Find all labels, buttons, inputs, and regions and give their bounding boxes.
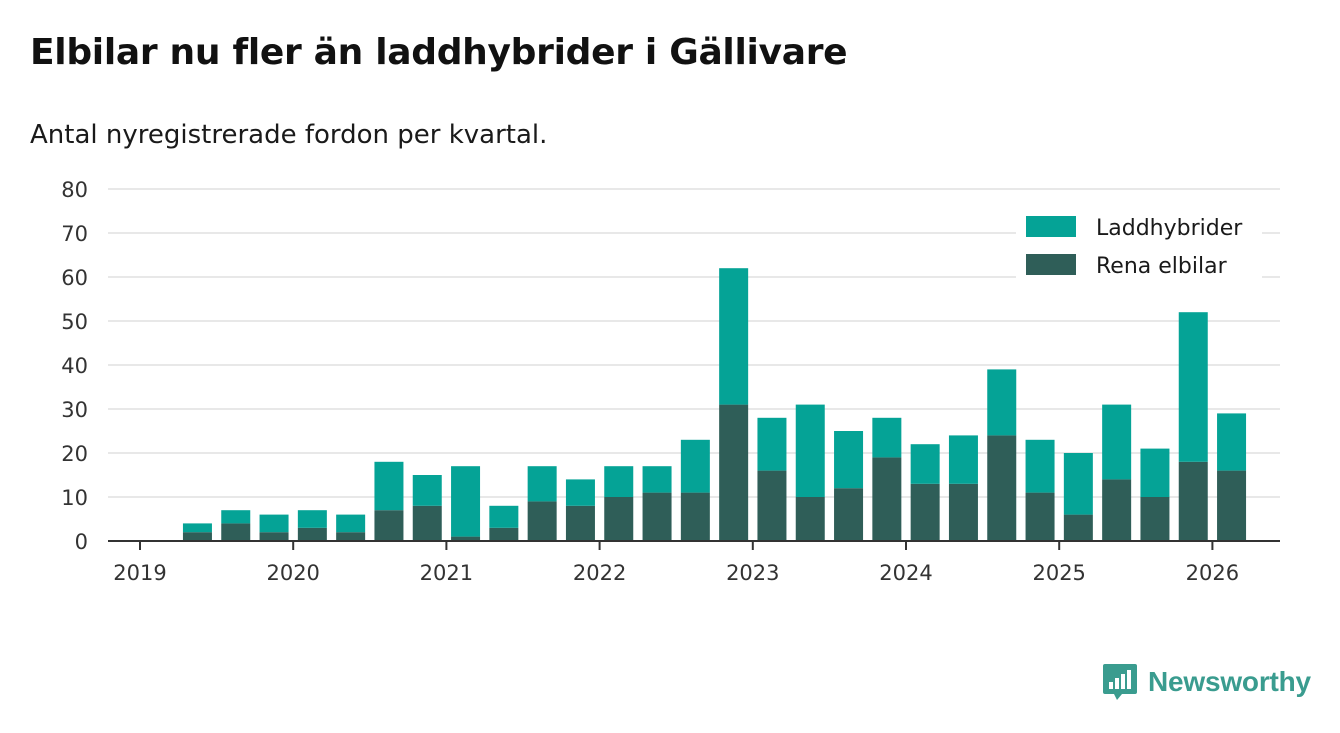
- bar-laddhybrider: [680, 439, 710, 493]
- bar-laddhybrider: [336, 514, 366, 533]
- bar-laddhybrider: [1063, 453, 1093, 515]
- legend: Laddhybrider Rena elbilar: [1016, 207, 1262, 279]
- bar-laddhybrider: [795, 404, 825, 497]
- bar-laddhybrider: [1178, 312, 1208, 462]
- bar-rena-elbilar: [451, 536, 481, 541]
- bar-rena-elbilar: [565, 505, 595, 541]
- bar-rena-elbilar: [795, 497, 825, 541]
- bar-laddhybrider: [987, 369, 1017, 436]
- chart-title: Elbilar nu fler än laddhybrider i Gälliv…: [30, 32, 848, 73]
- bar-rena-elbilar: [948, 483, 978, 541]
- legend-swatch-rena-elbilar: [1026, 254, 1076, 275]
- y-tick-label: 30: [61, 398, 88, 422]
- bar-rena-elbilar: [872, 457, 902, 541]
- bar-rena-elbilar: [604, 497, 634, 541]
- legend-label-laddhybrider: Laddhybrider: [1096, 216, 1243, 241]
- bar-laddhybrider: [221, 510, 251, 524]
- bar-rena-elbilar: [1217, 470, 1247, 541]
- y-tick-label: 20: [61, 442, 88, 466]
- x-tick-label: 2023: [726, 561, 779, 585]
- y-tick-label: 50: [61, 310, 88, 334]
- x-tick-label: 2025: [1032, 561, 1085, 585]
- bar-rena-elbilar: [642, 492, 672, 541]
- newsworthy-logo-icon: [1103, 664, 1137, 700]
- y-tick-label: 60: [61, 266, 88, 290]
- bar-rena-elbilar: [680, 492, 710, 541]
- bar-laddhybrider: [374, 461, 404, 511]
- chart-subtitle: Antal nyregistrerade fordon per kvartal.: [30, 120, 548, 150]
- bar-rena-elbilar: [297, 527, 327, 541]
- bar-laddhybrider: [182, 523, 212, 533]
- bar-rena-elbilar: [489, 527, 519, 541]
- bar-rena-elbilar: [374, 510, 404, 541]
- bars: [182, 268, 1247, 541]
- x-tick-label: 2024: [879, 561, 932, 585]
- x-tick-label: 2022: [573, 561, 626, 585]
- bar-laddhybrider: [642, 466, 672, 493]
- y-tick-label: 0: [75, 530, 88, 554]
- x-tick-label: 2019: [113, 561, 166, 585]
- bar-laddhybrider: [565, 479, 595, 506]
- bar-laddhybrider: [872, 417, 902, 458]
- bar-rena-elbilar: [259, 532, 289, 541]
- bar-laddhybrider: [834, 431, 864, 489]
- bar-laddhybrider: [948, 435, 978, 484]
- y-tick-label: 40: [61, 354, 88, 378]
- bar-laddhybrider: [757, 417, 787, 471]
- bar-laddhybrider: [1025, 439, 1055, 493]
- axes: 0 10 20 30 40 50 60 70 80 2019 2020 2021 2022 2023 202…: [61, 178, 1280, 585]
- y-tick-label: 10: [61, 486, 88, 510]
- bar-rena-elbilar: [1178, 461, 1208, 541]
- legend-swatch-laddhybrider: [1026, 216, 1076, 237]
- bar-laddhybrider: [412, 475, 442, 506]
- y-tick-label: 80: [61, 178, 88, 202]
- bar-laddhybrider: [1102, 404, 1132, 480]
- bar-rena-elbilar: [336, 532, 366, 541]
- newsworthy-logo-text: Newsworthy: [1148, 666, 1311, 697]
- bar-laddhybrider: [259, 514, 289, 533]
- x-tick-label: 2026: [1186, 561, 1239, 585]
- bar-laddhybrider: [1140, 448, 1170, 497]
- bar-rena-elbilar: [1063, 514, 1093, 541]
- bar-rena-elbilar: [910, 483, 940, 541]
- x-tick-label: 2020: [266, 561, 319, 585]
- bar-laddhybrider: [527, 466, 557, 502]
- bar-rena-elbilar: [987, 435, 1017, 541]
- bar-laddhybrider: [1217, 413, 1247, 471]
- bar-laddhybrider: [719, 268, 749, 405]
- bar-rena-elbilar: [182, 532, 212, 541]
- bar-laddhybrider: [604, 466, 634, 497]
- bar-laddhybrider: [489, 505, 519, 528]
- bar-rena-elbilar: [1025, 492, 1055, 541]
- bar-rena-elbilar: [834, 488, 864, 541]
- y-tick-label: 70: [61, 222, 88, 246]
- bar-rena-elbilar: [1102, 479, 1132, 541]
- bar-laddhybrider: [297, 510, 327, 528]
- newsworthy-logo[interactable]: Newsworthy: [1102, 662, 1311, 702]
- bar-rena-elbilar: [412, 505, 442, 541]
- bar-rena-elbilar: [1140, 497, 1170, 541]
- bar-rena-elbilar: [757, 470, 787, 541]
- bar-laddhybrider: [451, 466, 481, 537]
- legend-label-rena-elbilar: Rena elbilar: [1096, 254, 1228, 279]
- bar-rena-elbilar: [719, 404, 749, 541]
- bar-rena-elbilar: [221, 523, 251, 541]
- bar-rena-elbilar: [527, 501, 557, 541]
- x-tick-label: 2021: [420, 561, 473, 585]
- bar-laddhybrider: [910, 444, 940, 484]
